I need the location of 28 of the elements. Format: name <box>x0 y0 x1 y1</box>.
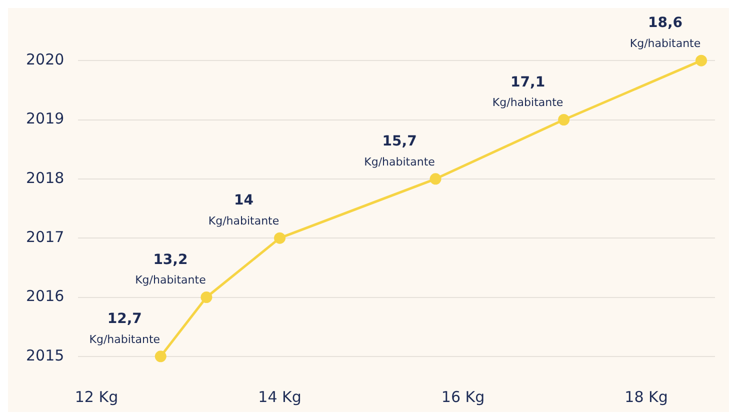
annotation: Kg/habitante <box>630 36 701 50</box>
y-tick-label: 2016 <box>26 287 64 306</box>
x-tick-label: 16 Kg <box>441 388 485 406</box>
point <box>558 114 570 126</box>
point <box>154 350 166 362</box>
x-tick-label: 18 Kg <box>624 388 668 406</box>
data-label: 13,2 <box>153 252 188 268</box>
point <box>274 232 286 244</box>
y-tick-label: 2017 <box>26 228 64 246</box>
point <box>696 54 708 66</box>
data-label: 12,7 <box>107 311 142 328</box>
annotation: Kg/habitante <box>89 332 160 346</box>
annotation: Kg/habitante <box>208 214 280 228</box>
y-tick-label: 2020 <box>26 50 64 68</box>
x-tick-label: 14 Kg <box>258 388 302 406</box>
annotation: Kg/habitante <box>135 274 206 287</box>
x-tick-label: 12 Kg <box>74 388 118 406</box>
y-tick-label: 2018 <box>26 168 64 187</box>
data-label: 14 <box>234 192 254 209</box>
y-tick-label: 2015 <box>26 346 64 364</box>
y-tick-label: 2019 <box>26 110 64 128</box>
point <box>200 292 212 303</box>
annotation: Kg/habitante <box>492 96 564 110</box>
data-label: 15,7 <box>382 134 417 150</box>
point <box>430 173 442 185</box>
annotation: Kg/habitante <box>364 155 436 168</box>
data-label: 17,1 <box>510 74 546 90</box>
data-label: 18,6 <box>648 15 683 32</box>
